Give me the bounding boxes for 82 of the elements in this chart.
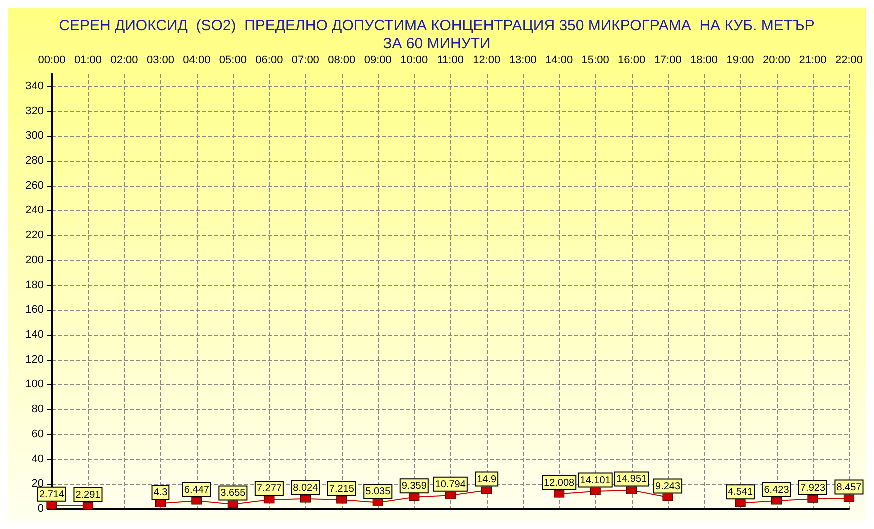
y-tick-label: 60 (32, 428, 44, 440)
point (554, 490, 565, 498)
data-label: 4.541 (728, 487, 754, 498)
data-label: 6.423 (764, 484, 790, 496)
x-tick-label: 12:00 (473, 54, 501, 66)
point (192, 497, 202, 505)
data-label: 12.008 (544, 478, 576, 489)
data-label: 4.3 (154, 487, 168, 498)
x-tick-label: 11:00 (437, 54, 464, 66)
y-tick-label: 300 (26, 130, 44, 142)
point (82, 502, 94, 510)
x-tick-label: 06:00 (256, 54, 284, 66)
x-tick-label: 10:00 (400, 54, 428, 66)
point (300, 495, 311, 503)
y-tick-label: 320 (26, 105, 44, 118)
data-label: 2.714 (39, 489, 65, 500)
x-tick-label: 22:00 (835, 54, 863, 66)
data-label: 14.101 (580, 475, 612, 486)
point (155, 500, 166, 508)
x-tick-label: 19:00 (726, 54, 754, 66)
data-label: 14.9 (477, 474, 498, 486)
data-label: 10.794 (435, 479, 466, 490)
point (46, 502, 58, 510)
y-tick-label: 180 (26, 279, 44, 292)
y-tick-label: 80 (32, 404, 44, 416)
x-tick-label: 09:00 (364, 54, 392, 66)
data-label: 8.457 (836, 482, 862, 494)
point (336, 496, 348, 504)
y-tick-label: 160 (26, 304, 44, 316)
x-tick-label: 16:00 (618, 54, 646, 66)
data-label: 6.447 (184, 484, 210, 496)
data-label: 5.035 (366, 486, 392, 498)
data-label: 9.359 (402, 481, 428, 492)
x-tick-label: 13:00 (509, 54, 537, 66)
x-tick-label: 21:00 (799, 54, 827, 66)
point (772, 497, 782, 505)
point (662, 494, 674, 502)
y-tick-label: 220 (26, 230, 44, 242)
y-tick-label: 20 (32, 478, 44, 490)
data-label: 8.024 (293, 482, 319, 494)
point (228, 500, 238, 508)
data-label: 9.243 (656, 481, 681, 492)
data-label: 14.951 (616, 474, 648, 486)
x-tick-label: 14:00 (546, 54, 574, 66)
point (409, 494, 420, 502)
y-tick-label: 40 (32, 453, 44, 466)
y-tick-label: 240 (26, 204, 44, 217)
y-tick-label: 100 (26, 378, 44, 391)
data-label: 7.215 (329, 484, 355, 495)
data-label: 3.655 (220, 488, 246, 500)
point (844, 494, 854, 502)
y-tick-label: 200 (26, 254, 44, 266)
y-tick-label: 260 (26, 180, 44, 192)
x-tick-label: 03:00 (146, 54, 174, 66)
x-tick-label: 15:00 (582, 54, 610, 66)
x-tick-label: 18:00 (690, 54, 718, 66)
point (482, 486, 492, 494)
chart-title: СЕРЕН ДИОКСИД (SO2) ПРЕДЕЛНО ДОПУСТИМА КОНЦЕНТРАЦИЯ 350 МИКРОГРАМА НА КУБ. МЕТЪР ЗА 60 МИНУТИ (59, 18, 815, 52)
data-label: 7.923 (800, 482, 826, 494)
y-tick-label: 0 (38, 503, 44, 515)
x-tick-label: 05:00 (219, 54, 247, 66)
y-tick-label: 340 (26, 80, 44, 92)
x-tick-label: 20:00 (762, 54, 791, 66)
y-tick-label: 140 (26, 329, 44, 341)
data-label: 2.291 (76, 490, 102, 501)
point (626, 486, 638, 494)
x-tick-label: 02:00 (110, 54, 138, 66)
point (735, 500, 746, 508)
point (808, 495, 818, 503)
x-tick-label: 07:00 (292, 54, 320, 66)
x-tick-label: 04:00 (183, 54, 211, 66)
x-tick-label: 08:00 (328, 54, 356, 66)
point (445, 492, 456, 500)
x-tick-label: 17:00 (654, 54, 682, 66)
point (372, 498, 384, 506)
y-tick-label: 280 (26, 155, 44, 167)
y-tick-label: 120 (26, 354, 44, 366)
point (590, 488, 601, 496)
point (264, 496, 275, 504)
data-label: 7.277 (256, 484, 282, 495)
x-tick-label: 01:00 (74, 54, 102, 66)
x-tick-label: 00:00 (38, 54, 66, 66)
